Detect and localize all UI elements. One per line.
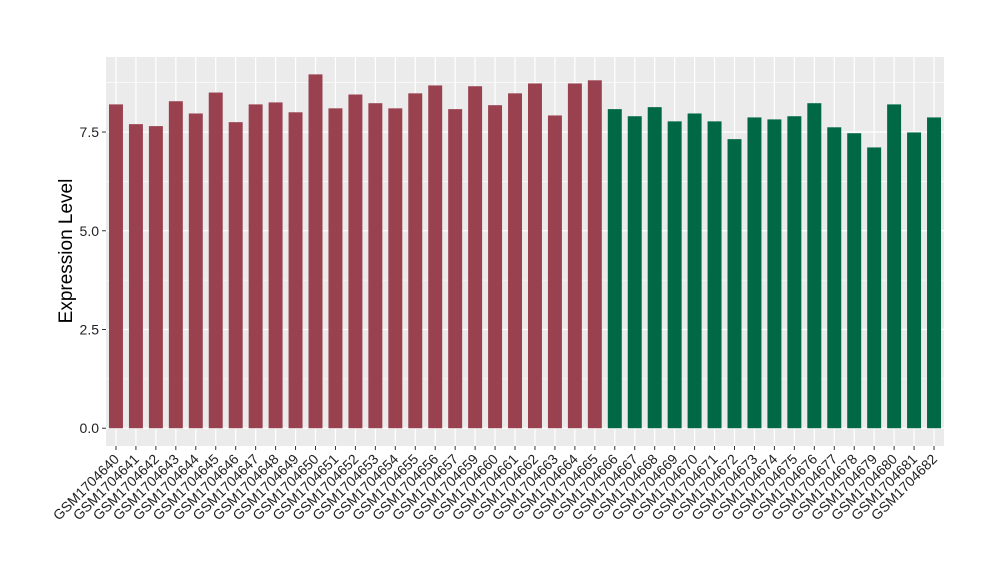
bar xyxy=(647,107,662,429)
bar xyxy=(388,108,403,429)
bar xyxy=(607,109,622,429)
bar xyxy=(488,105,503,429)
bar xyxy=(687,113,702,429)
y-tick-label: 5.0 xyxy=(80,223,100,239)
bar xyxy=(767,119,782,429)
bar xyxy=(368,103,383,429)
bar xyxy=(587,80,602,429)
bar xyxy=(627,116,642,429)
y-axis: 0.0 2.5 5.0 7.5 xyxy=(80,124,106,436)
bar xyxy=(408,93,423,429)
bar xyxy=(508,93,523,429)
bar xyxy=(547,115,562,429)
bar xyxy=(887,104,902,429)
bar xyxy=(148,126,163,429)
plot-panel xyxy=(106,57,944,446)
bar xyxy=(827,127,842,429)
y-tick-label: 2.5 xyxy=(80,321,100,337)
bar xyxy=(228,122,243,429)
bar xyxy=(208,92,223,429)
bar xyxy=(867,147,882,429)
bar xyxy=(308,74,323,429)
bar xyxy=(567,83,582,429)
bar xyxy=(527,83,542,429)
bar xyxy=(747,117,762,429)
x-axis: GSM1704640GSM1704641GSM1704642GSM1704643… xyxy=(50,446,940,523)
bar xyxy=(268,102,283,429)
bar xyxy=(667,121,682,429)
bar xyxy=(727,139,742,429)
bar xyxy=(168,101,183,429)
bar xyxy=(108,104,123,429)
bar xyxy=(847,133,862,429)
bar xyxy=(927,117,942,429)
bar xyxy=(288,112,303,429)
bar xyxy=(348,94,363,429)
bar xyxy=(248,104,263,429)
bar xyxy=(128,124,143,429)
bar xyxy=(707,121,722,429)
bar xyxy=(428,85,443,429)
bar xyxy=(907,132,922,429)
bar xyxy=(328,108,343,429)
bar xyxy=(448,109,463,429)
bar xyxy=(188,113,203,429)
y-axis-label: Expression Level xyxy=(56,179,77,324)
bar xyxy=(787,116,802,429)
bar xyxy=(807,103,822,429)
y-tick-label: 0.0 xyxy=(80,420,100,436)
bars xyxy=(108,74,942,429)
y-tick-label: 7.5 xyxy=(80,124,100,140)
bar xyxy=(468,86,483,429)
